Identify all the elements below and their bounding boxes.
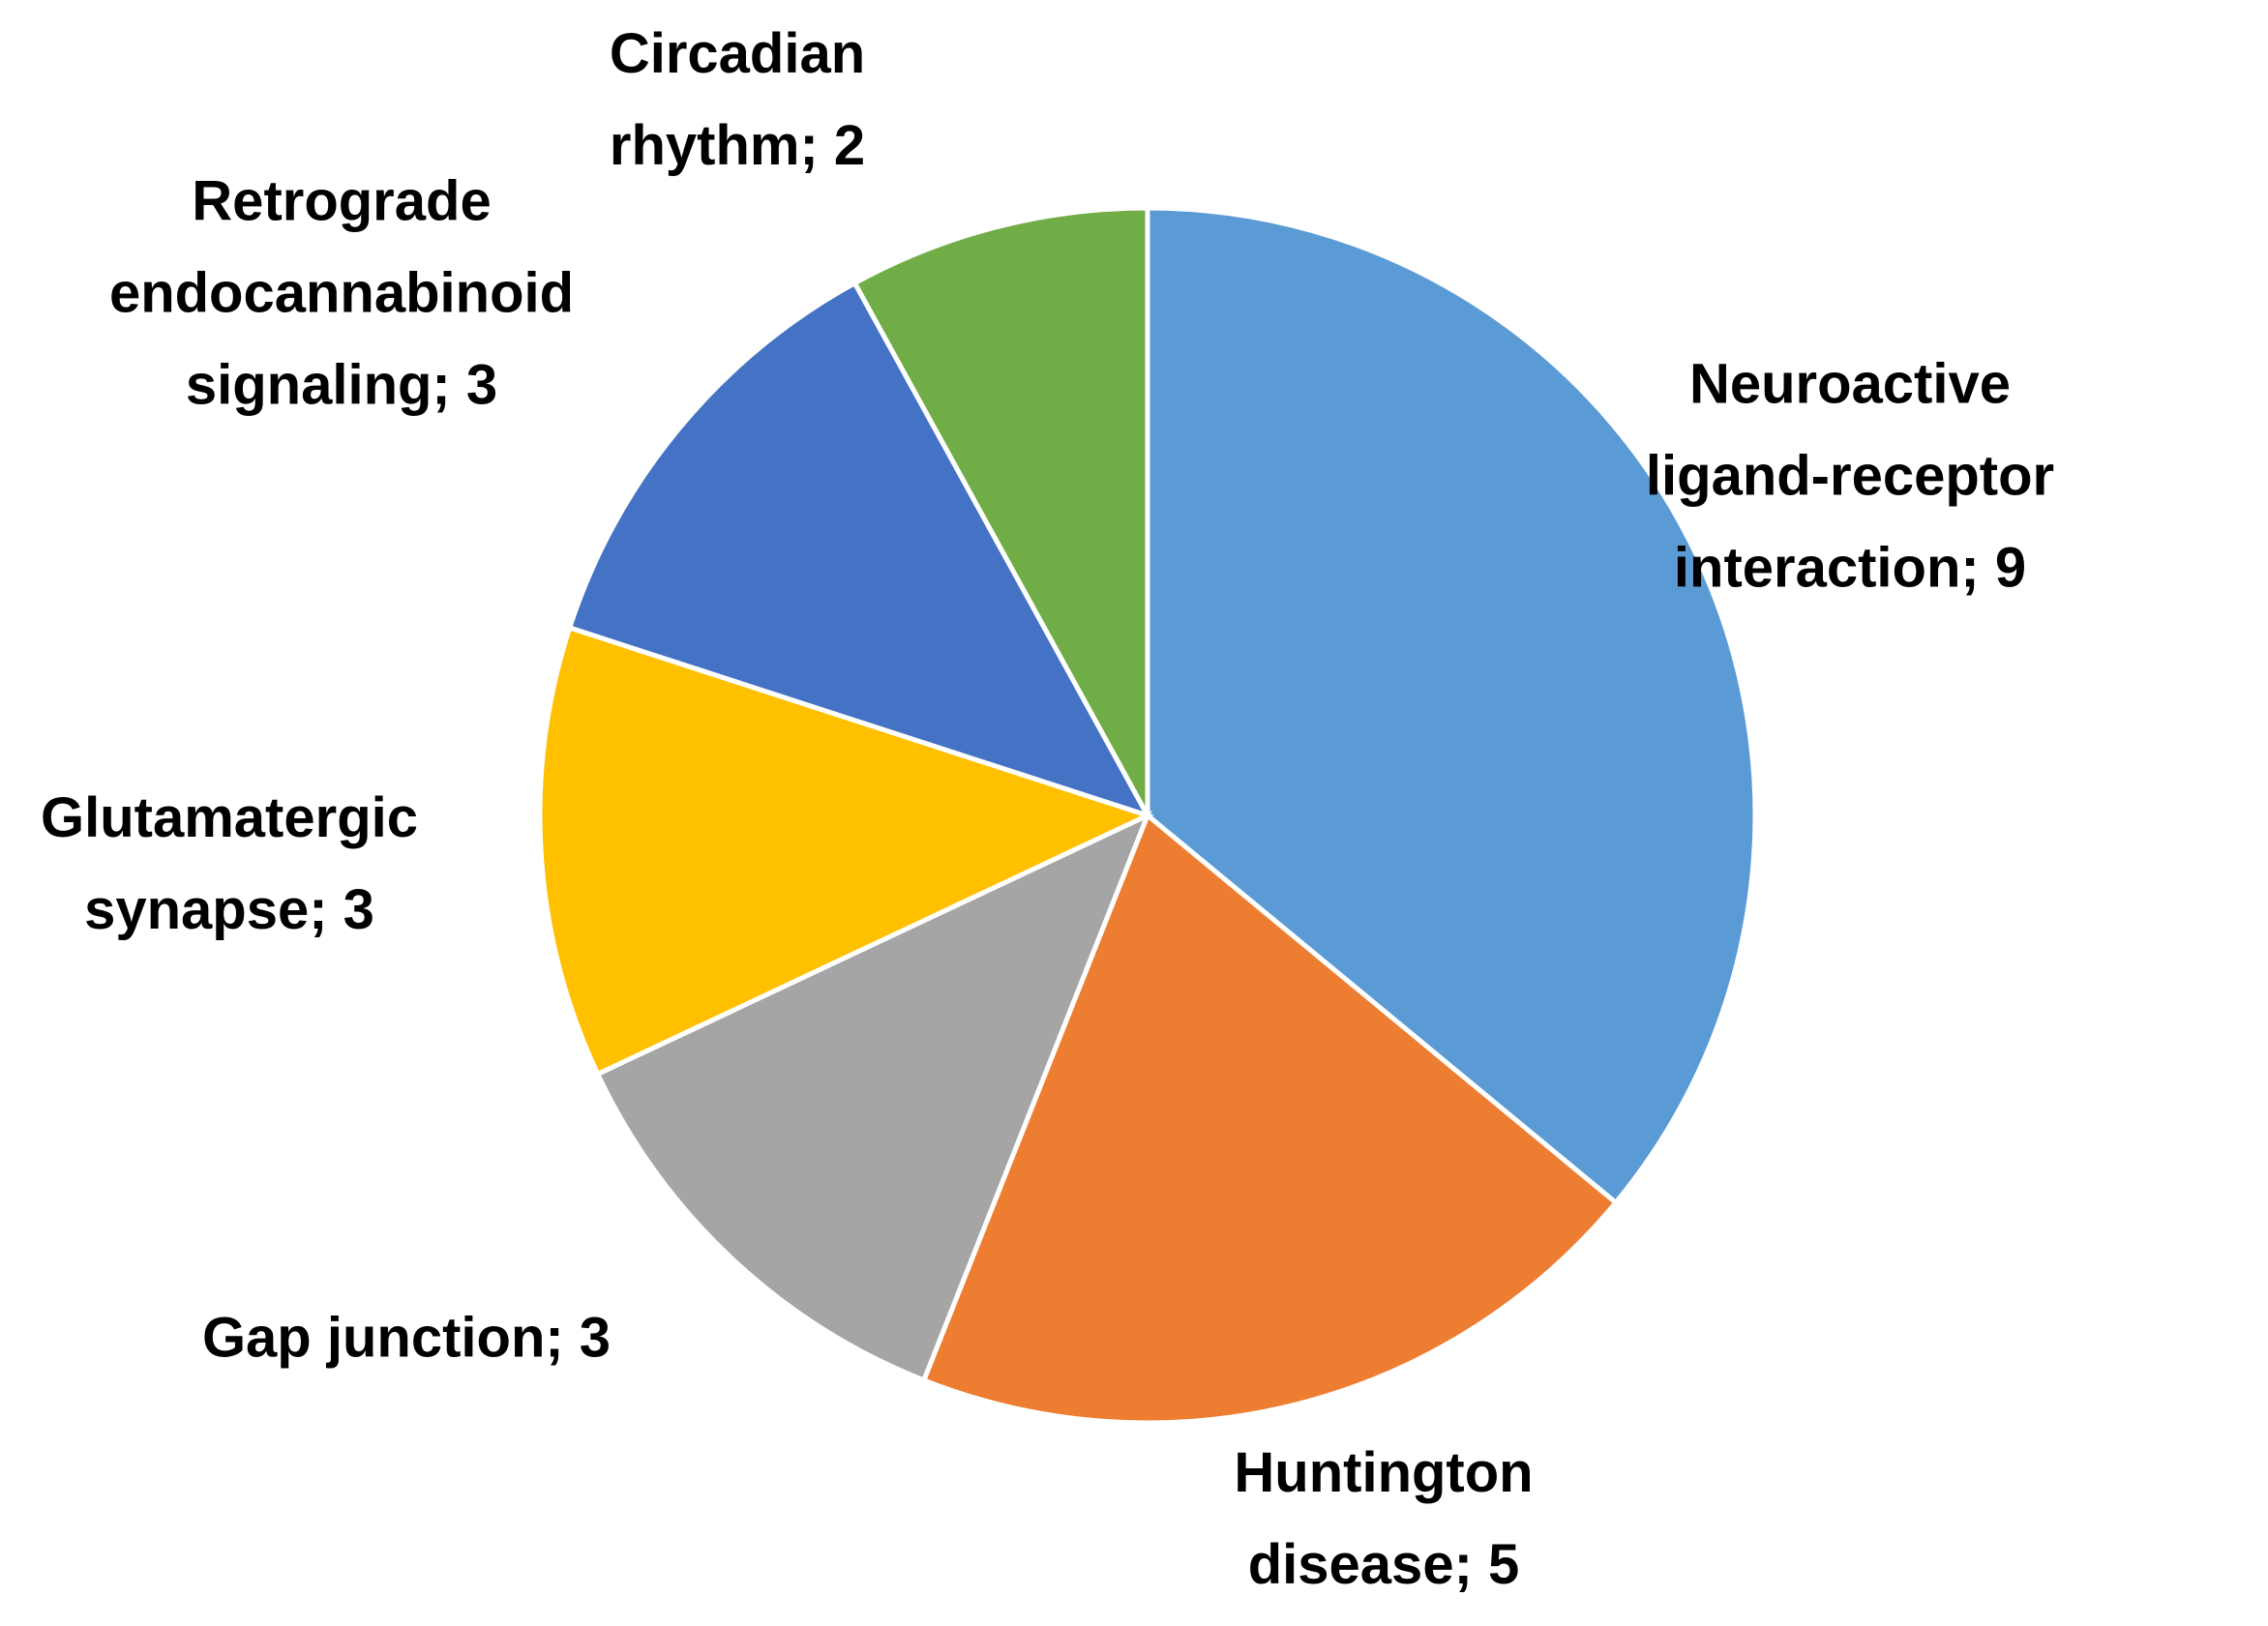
pie-slice-1 [920,811,1620,1426]
slice-label-glutamatergic-synapse: Glutamatergic synapse; 3 [41,786,418,941]
slice-label-huntington-disease: Huntington disease; 5 [1234,1441,1534,1596]
slice-label-retrograde-endocannabinoid-signaling: Retrograde endocannabinoid signaling; 3 [108,169,575,417]
pie-slice-3 [537,624,1154,1078]
slice-label-circadian-rhythm: Circadian rhythm; 2 [609,22,866,177]
pie-slice-2 [594,811,1152,1384]
slice-label-neuroactive-ligand-receptor-interaction: Neuroactive ligand-receptor interaction;… [1645,352,2055,600]
pie-slice-4 [566,280,1153,820]
pie-slice-0 [1145,205,1758,1206]
slice-label-gap-junction: Gap junction; 3 [201,1306,612,1370]
pie-slice-5 [851,205,1150,817]
